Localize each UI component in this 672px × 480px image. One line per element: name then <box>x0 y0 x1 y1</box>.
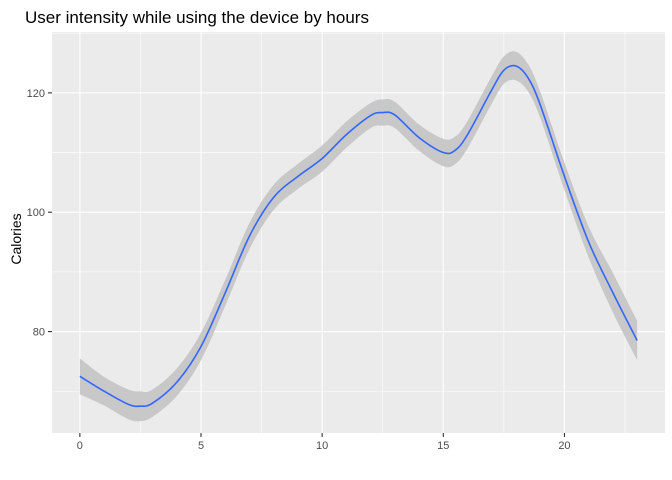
x-tick-label: 10 <box>316 440 328 452</box>
x-tick-label: 15 <box>437 440 449 452</box>
x-tick-label: 5 <box>198 440 204 452</box>
chart-title: User intensity while using the device by… <box>25 8 369 27</box>
y-axis-label: Calories <box>8 213 24 264</box>
y-tick-label: 80 <box>33 327 45 339</box>
plot-panel <box>52 32 665 433</box>
y-tick-label: 120 <box>27 88 45 100</box>
series-line <box>79 64 638 408</box>
x-tick-label: 0 <box>77 440 83 452</box>
y-axis-ticks: 80 100 120 <box>27 88 52 339</box>
y-tick-label: 100 <box>27 207 45 219</box>
x-axis-ticks: 0 5 10 15 20 <box>77 433 571 452</box>
x-tick-label: 20 <box>558 440 570 452</box>
